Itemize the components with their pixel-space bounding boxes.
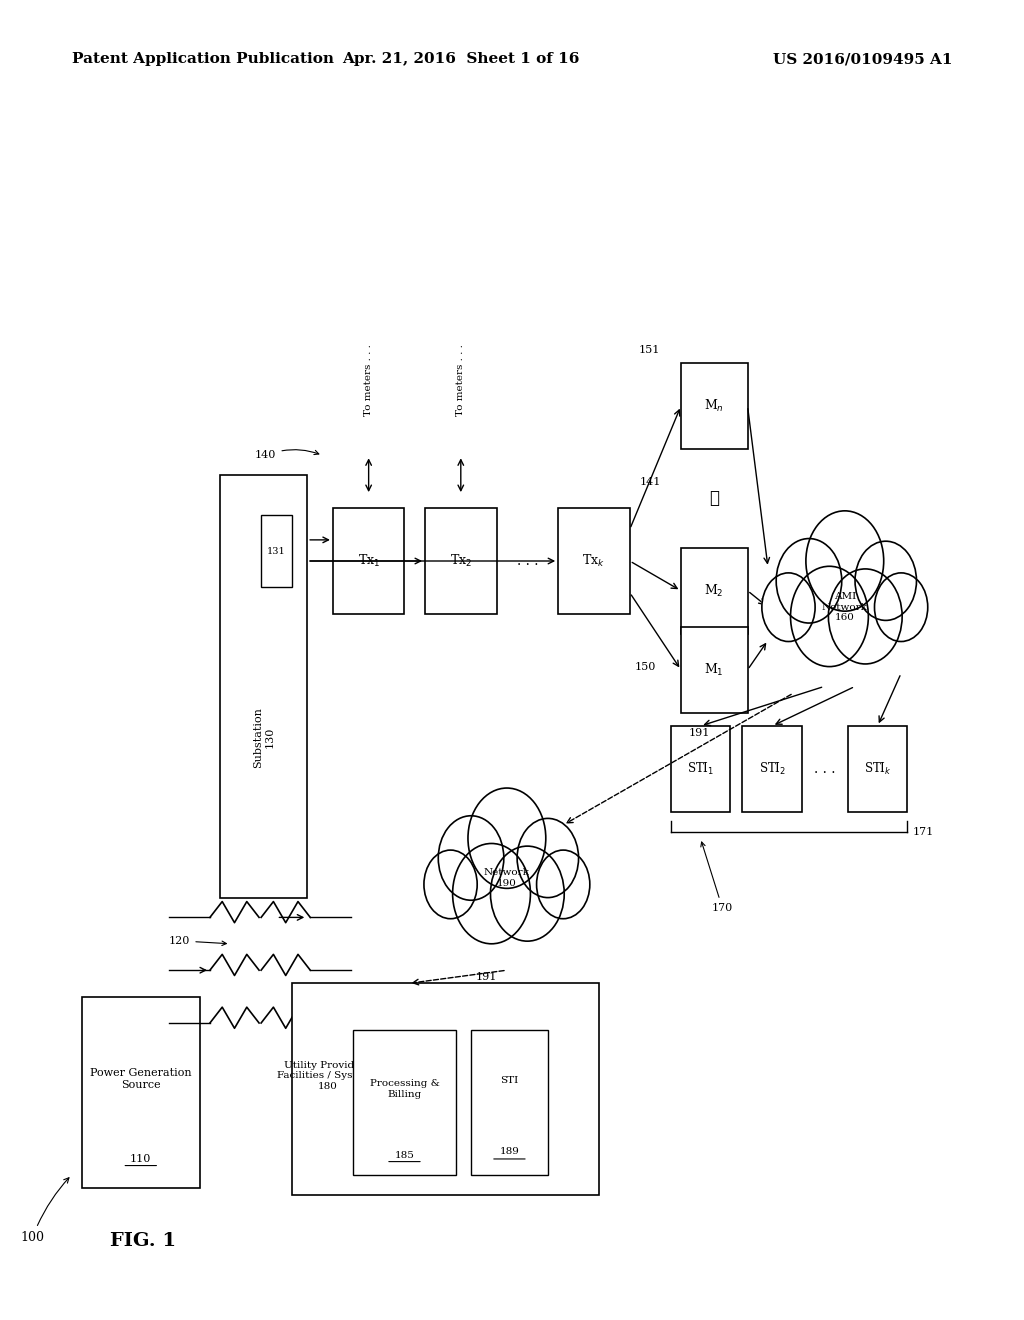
Circle shape <box>517 818 579 898</box>
Bar <box>261 515 292 587</box>
Text: ⋮: ⋮ <box>710 490 719 507</box>
Text: 131: 131 <box>267 546 286 556</box>
Text: 191: 191 <box>688 727 710 738</box>
Circle shape <box>490 846 564 941</box>
Bar <box>671 726 730 812</box>
Bar <box>848 726 907 812</box>
Circle shape <box>791 566 868 667</box>
Circle shape <box>424 850 477 919</box>
Circle shape <box>855 541 916 620</box>
Text: FIG. 1: FIG. 1 <box>111 1232 176 1250</box>
Text: Apr. 21, 2016  Sheet 1 of 16: Apr. 21, 2016 Sheet 1 of 16 <box>342 53 580 66</box>
Circle shape <box>453 843 530 944</box>
Text: 191: 191 <box>475 972 497 982</box>
Text: 189: 189 <box>500 1147 519 1155</box>
Bar <box>681 363 748 449</box>
Text: 171: 171 <box>912 826 934 837</box>
Bar <box>681 627 748 713</box>
Text: 140: 140 <box>255 450 318 461</box>
Text: AMI
Network
160: AMI Network 160 <box>822 593 867 622</box>
Bar <box>471 1030 548 1175</box>
Bar <box>558 508 630 614</box>
Bar <box>333 508 404 614</box>
Circle shape <box>762 573 815 642</box>
Text: STI$_k$: STI$_k$ <box>863 760 892 777</box>
Text: M$_1$: M$_1$ <box>705 661 724 678</box>
Circle shape <box>828 569 902 664</box>
Bar <box>425 508 497 614</box>
Text: M$_2$: M$_2$ <box>705 582 724 599</box>
Text: 170: 170 <box>700 842 733 913</box>
Text: Network
190: Network 190 <box>484 869 529 887</box>
Text: Tx$_1$: Tx$_1$ <box>357 553 380 569</box>
Text: Tx$_2$: Tx$_2$ <box>450 553 472 569</box>
Text: STI$_1$: STI$_1$ <box>687 760 714 777</box>
Bar <box>220 475 307 898</box>
Text: 110: 110 <box>130 1154 152 1164</box>
Text: 185: 185 <box>394 1151 415 1159</box>
Text: Processing &
Billing: Processing & Billing <box>370 1080 439 1098</box>
Text: 100: 100 <box>20 1177 69 1243</box>
Circle shape <box>438 816 504 900</box>
Circle shape <box>874 573 928 642</box>
Text: Power Generation
Source: Power Generation Source <box>90 1068 191 1090</box>
Text: . . .: . . . <box>814 762 836 776</box>
Bar <box>353 1030 456 1175</box>
Text: M$_n$: M$_n$ <box>705 397 724 414</box>
Circle shape <box>776 539 842 623</box>
Text: To meters . . .: To meters . . . <box>457 345 465 416</box>
Text: 141: 141 <box>640 477 662 487</box>
Text: Tx$_k$: Tx$_k$ <box>583 553 605 569</box>
Bar <box>82 997 200 1188</box>
Bar <box>292 983 599 1195</box>
Bar <box>742 726 802 812</box>
Text: Substation
130: Substation 130 <box>253 706 274 767</box>
Circle shape <box>537 850 590 919</box>
Text: 150: 150 <box>635 661 656 672</box>
Text: US 2016/0109495 A1: US 2016/0109495 A1 <box>773 53 952 66</box>
Circle shape <box>806 511 884 611</box>
Text: Patent Application Publication: Patent Application Publication <box>72 53 334 66</box>
Text: To meters . . .: To meters . . . <box>365 345 373 416</box>
Text: STI$_2$: STI$_2$ <box>759 760 785 777</box>
Text: STI: STI <box>501 1076 518 1085</box>
Bar <box>681 548 748 634</box>
Text: . . .: . . . <box>517 554 538 568</box>
Text: 151: 151 <box>639 345 660 355</box>
Text: 120: 120 <box>169 936 226 946</box>
Text: Utility Providers
Facilities / Systems
180: Utility Providers Facilities / Systems 1… <box>278 1061 378 1090</box>
Circle shape <box>468 788 546 888</box>
